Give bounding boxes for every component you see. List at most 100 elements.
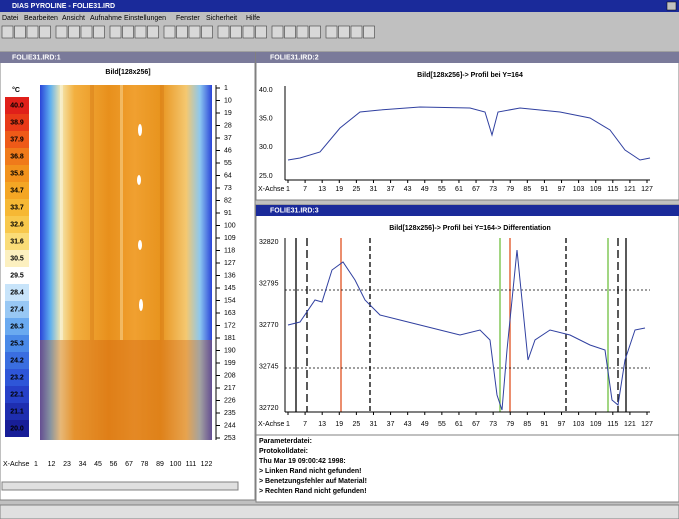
x-label: 78 [141,461,149,468]
x-label: 19 [335,186,343,193]
toolbar-button[interactable] [217,25,230,39]
toolbar-button[interactable] [80,25,93,39]
menu-item[interactable]: Einstellungen [124,15,166,22]
y-label: 32720 [259,405,279,412]
x-label: 55 [438,186,446,193]
toolbar-button[interactable] [55,25,68,39]
toolbar-button[interactable] [338,25,350,39]
x-label: 100 [170,461,182,468]
toolbar-button[interactable] [271,25,284,39]
x-label: 23 [63,461,71,468]
menu-item[interactable]: Datei [2,15,19,22]
x-label: 127 [641,186,653,193]
toolbar-button[interactable] [147,25,159,39]
x-label: 85 [523,186,531,193]
scale-label: 23.2 [10,374,24,381]
scale-label: 34.7 [10,187,24,194]
toolbar-button[interactable] [93,25,105,39]
scale-label: 37.9 [10,136,24,143]
toolbar-button[interactable] [176,25,188,39]
app-title: DIAS PYROLINE - FOLIE31.IRD [12,3,115,10]
app-title-bar [0,0,679,12]
menu-item[interactable]: Bearbeiten [24,15,58,22]
x-label: 97 [558,421,566,428]
scale-swatch [5,233,29,250]
toolbar-button[interactable] [109,25,122,39]
window-title: FOLIE31.IRD:3 [270,207,319,214]
log-panel [255,434,679,503]
toolbar-button[interactable] [14,25,26,39]
toolbar-button[interactable] [201,25,213,39]
menu-item[interactable]: Aufnahme [90,15,122,22]
scale-swatch [5,216,29,233]
row-label: 136 [224,272,236,279]
scale-swatch [5,114,29,131]
toolbar-button[interactable] [1,25,14,39]
scale-swatch [5,182,29,199]
scale-label: 21.1 [10,408,24,415]
toolbar-button[interactable] [296,25,309,39]
scale-label: 35.8 [10,170,24,177]
x-label: 7 [303,186,307,193]
toolbar-button[interactable] [39,25,51,39]
scale-label: 31.6 [10,238,24,245]
x-label: 56 [110,461,118,468]
x-label: 67 [125,461,133,468]
toolbar-button[interactable] [68,25,80,39]
profile-heading: Bild[128x256]-> Profil bei Y=164 [417,72,523,79]
x-label: 85 [523,421,531,428]
x-label: 91 [541,186,549,193]
scale-swatch [5,267,29,284]
x-label: 1 [34,461,38,468]
x-label: 1 [286,421,290,428]
x-axis-label: X-Achse [3,461,30,468]
menu-item[interactable]: Hilfe [246,15,260,22]
toolbar-button[interactable] [255,25,267,39]
menu-item[interactable]: Sicherheit [206,15,237,22]
row-labels: 1 10 19 28 37 46 55 64 73 82 91 100 109 118 127 136 145 1… [216,85,236,442]
scale-label: 24.2 [10,357,24,364]
x-axis-label: X-Achse [258,186,285,193]
toolbar-button[interactable] [163,25,176,39]
x-label: 55 [438,421,446,428]
x-label: 115 [607,186,618,193]
profile-window [255,51,679,201]
menu-item[interactable]: Fenster [176,15,200,22]
x-label: 73 [489,186,497,193]
x-label: 45 [94,461,102,468]
toolbar-button[interactable] [188,25,201,39]
toolbar-button[interactable] [242,25,255,39]
x-label: 122 [201,461,213,468]
row-label: 64 [224,172,232,179]
scale-label: 20.0 [10,425,24,432]
toolbar-button[interactable] [309,25,321,39]
x-label: 109 [590,421,602,428]
row-label: 100 [224,222,236,229]
x-label: 49 [421,186,429,193]
scale-unit: °C [12,86,20,94]
close-button[interactable] [666,1,677,11]
toolbar-button[interactable] [230,25,242,39]
y-label: 25.0 [259,173,273,180]
y-label: 32795 [259,280,279,287]
toolbar-button[interactable] [134,25,147,39]
toolbar-button[interactable] [284,25,296,39]
menu-item[interactable]: Ansicht [62,15,85,22]
defect-spots [137,124,143,311]
scale-label: 26.3 [10,323,24,330]
toolbar-button[interactable] [325,25,338,39]
scrollbar[interactable] [1,481,239,491]
x-label: 61 [455,186,463,193]
image-streaks [40,85,212,440]
scale-swatch [5,386,29,403]
scale-swatch [5,318,29,335]
diff-axes: 32820 32795 32770 32745 32720 X-Achse 1 7 13 19 25… [258,238,653,428]
x-label: 121 [624,186,636,193]
toolbar-button[interactable] [26,25,39,39]
bottom-scrollbar[interactable] [0,504,679,519]
toolbar-button[interactable] [122,25,134,39]
toolbar-button[interactable] [363,25,375,39]
toolbar-button[interactable] [350,25,363,39]
scale-label: 27.4 [10,306,24,313]
scale-label: 36.8 [10,153,24,160]
